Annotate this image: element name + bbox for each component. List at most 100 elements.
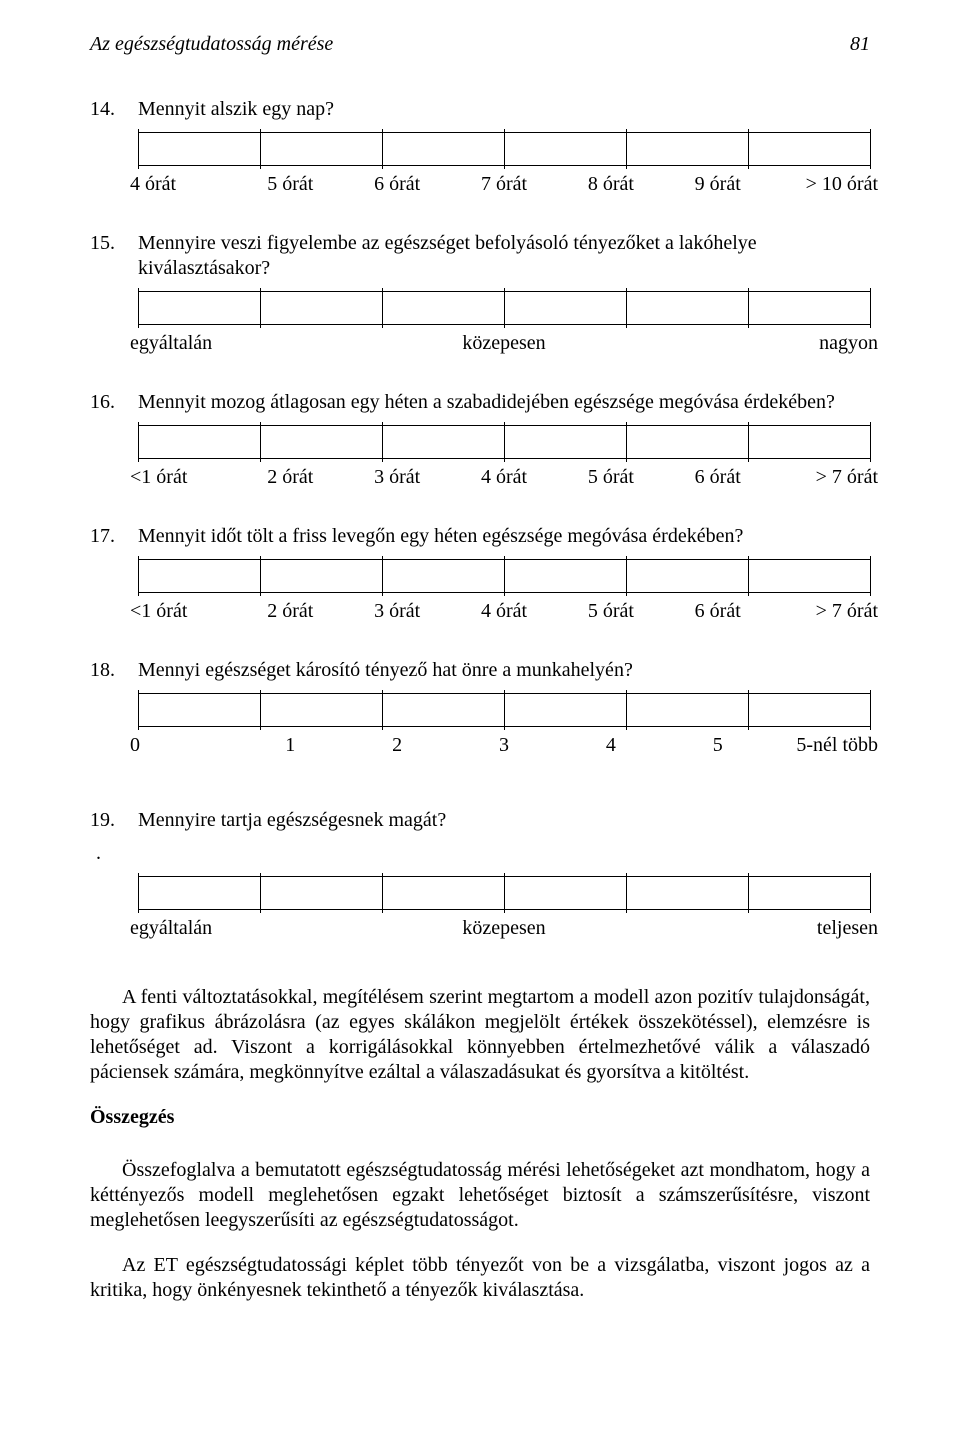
scale-tick	[504, 422, 505, 462]
body-paragraph-3: Az ET egészségtudatossági képlet több té…	[90, 1253, 870, 1303]
scale-label: 6 órát	[344, 172, 451, 197]
scale-tick	[504, 690, 505, 730]
scale-label: 1	[237, 733, 344, 758]
question-number: 15.	[90, 231, 124, 281]
scale-label: 6 órát	[664, 465, 771, 490]
scale-line	[138, 132, 870, 166]
scale-label: 5 órát	[557, 599, 664, 624]
spacer	[90, 362, 870, 372]
scale-labels-row: egyáltalánközepesenteljesen	[130, 916, 878, 941]
scale-tick	[748, 556, 749, 596]
scale-label: 3 órát	[344, 465, 451, 490]
body-paragraph-2: Összefoglalva a bemutatott egészségtudat…	[90, 1158, 870, 1233]
scale-tick	[748, 690, 749, 730]
scale-tick	[626, 129, 627, 169]
scale-tick	[138, 129, 139, 169]
scale-tick	[626, 556, 627, 596]
scale-tick	[748, 129, 749, 169]
scale-wrap	[138, 693, 870, 727]
scale-labels-row: 0123455-nél több	[130, 733, 878, 758]
scale-tick	[138, 422, 139, 462]
scale-tick	[870, 288, 871, 328]
scale-label: 3	[451, 733, 558, 758]
scale-tick	[504, 873, 505, 913]
scale-tick	[626, 873, 627, 913]
scale-tick	[382, 690, 383, 730]
question-text: Mennyit időt tölt a friss levegőn egy hé…	[138, 524, 870, 549]
dot-marker: .	[96, 841, 870, 866]
scale-label: > 10 órát	[771, 172, 878, 197]
scale-label: nagyon	[629, 331, 878, 356]
scale-tick	[870, 422, 871, 462]
scale-label: 4 órát	[451, 465, 558, 490]
scale-tick	[138, 556, 139, 596]
running-header: Az egészségtudatosság mérése 81	[90, 32, 870, 57]
scale-label: 4 órát	[130, 172, 237, 197]
scale-label: 9 órát	[664, 172, 771, 197]
scale-label: közepesen	[379, 331, 628, 356]
scale-label: 6 órát	[664, 599, 771, 624]
questions-container: 14.Mennyit alszik egy nap?4 órát5 órát6 …	[90, 97, 870, 957]
scale-tick	[382, 129, 383, 169]
question-number: 18.	[90, 658, 124, 683]
section-heading-summary: Összegzés	[90, 1105, 870, 1130]
scale-label: 2 órát	[237, 599, 344, 624]
scale-label: <1 órát	[130, 599, 237, 624]
spacer	[90, 764, 870, 790]
scale-tick	[138, 690, 139, 730]
question-number: 17.	[90, 524, 124, 549]
scale-tick	[870, 690, 871, 730]
scale-wrap	[138, 291, 870, 325]
scale-tick	[626, 690, 627, 730]
scale-label: 2 órát	[237, 465, 344, 490]
question-text: Mennyire tartja egészségesnek magát?	[138, 808, 870, 833]
header-page-number: 81	[850, 32, 870, 57]
question-number: 16.	[90, 390, 124, 415]
scale-label: egyáltalán	[130, 916, 379, 941]
scale-tick	[260, 422, 261, 462]
scale-tick	[382, 288, 383, 328]
question-row: 17. Mennyit időt tölt a friss levegőn egy…	[90, 524, 870, 549]
scale-label: 2	[344, 733, 451, 758]
scale-label: > 7 órát	[771, 465, 878, 490]
scale-label: 5	[664, 733, 771, 758]
scale-tick	[382, 556, 383, 596]
body-paragraph-1: A fenti változtatásokkal, megítélésem sz…	[90, 985, 870, 1085]
scale-tick	[748, 873, 749, 913]
question-row: 19. Mennyire tartja egészségesnek magát?	[90, 808, 870, 833]
scale-label: közepesen	[379, 916, 628, 941]
scale-line	[138, 559, 870, 593]
question-row: 15. Mennyire veszi figyelembe az egészség…	[90, 231, 870, 281]
scale-label: 5 órát	[237, 172, 344, 197]
scale-line	[138, 693, 870, 727]
question-text: Mennyi egészséget károsító tényező hat ö…	[138, 658, 870, 683]
question-text: Mennyit alszik egy nap?	[138, 97, 870, 122]
header-title: Az egészségtudatosság mérése	[90, 32, 333, 57]
scale-label: 7 órát	[451, 172, 558, 197]
scale-label: 8 órát	[557, 172, 664, 197]
scale-tick	[260, 873, 261, 913]
scale-tick	[870, 556, 871, 596]
scale-tick	[260, 288, 261, 328]
scale-label: 4 órát	[451, 599, 558, 624]
scale-label: teljesen	[629, 916, 878, 941]
scale-tick	[260, 129, 261, 169]
scale-tick	[504, 556, 505, 596]
question-number: 19.	[90, 808, 124, 833]
scale-tick	[260, 556, 261, 596]
scale-tick	[748, 422, 749, 462]
question-row: 14.Mennyit alszik egy nap?	[90, 97, 870, 122]
scale-line	[138, 876, 870, 910]
scale-tick	[626, 288, 627, 328]
question-text: Mennyit mozog átlagosan egy héten a szab…	[138, 390, 870, 415]
scale-line	[138, 425, 870, 459]
scale-tick	[504, 129, 505, 169]
scale-labels-row: <1 órát2 órát3 órát4 órát5 órát6 órát> 7…	[130, 599, 878, 624]
scale-tick	[870, 129, 871, 169]
scale-label: 4	[557, 733, 664, 758]
scale-label: > 7 órát	[771, 599, 878, 624]
scale-tick	[260, 690, 261, 730]
question-text: Mennyire veszi figyelembe az egészséget …	[138, 231, 870, 281]
scale-tick	[748, 288, 749, 328]
scale-label: 5-nél több	[771, 733, 878, 758]
